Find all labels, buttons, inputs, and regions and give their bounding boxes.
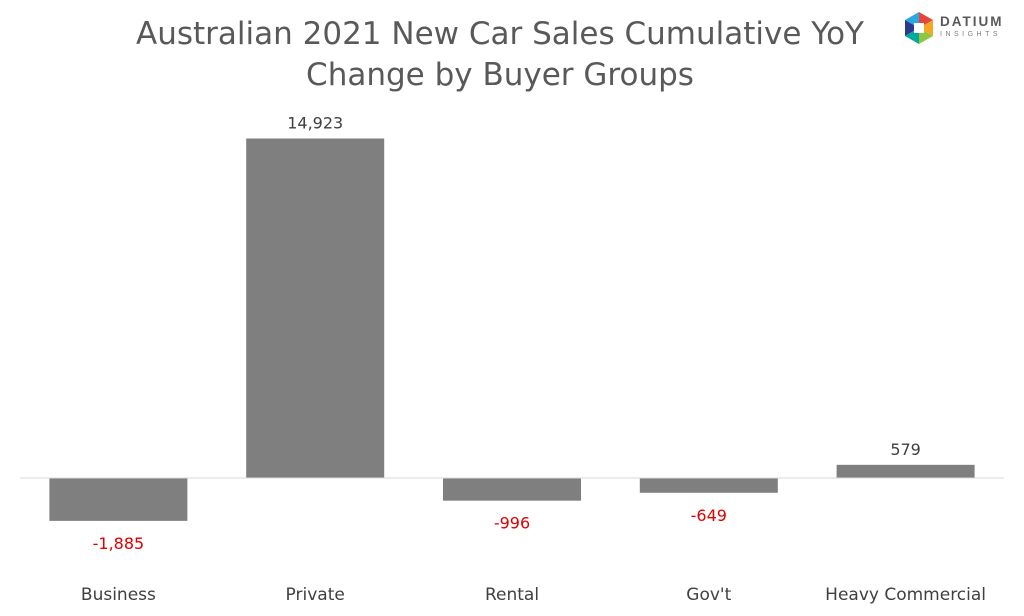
chart-title-line-1: Australian 2021 New Car Sales Cumulative… xyxy=(136,16,864,52)
bar-gov-t xyxy=(639,478,778,493)
category-label-heavy-commercial: Heavy Commercial xyxy=(825,585,986,605)
logo-facet-navy xyxy=(905,20,919,36)
data-label-heavy-commercial: 579 xyxy=(890,440,921,459)
data-labels-group: -1,885 14,923 -996 -649 579 xyxy=(93,114,921,553)
category-label-business: Business xyxy=(81,585,156,605)
datium-logo-mark-icon xyxy=(905,12,933,44)
chart-title: Australian 2021 New Car Sales Cumulative… xyxy=(90,14,910,96)
data-label-rental: -996 xyxy=(494,514,530,533)
category-label-rental: Rental xyxy=(485,585,539,605)
category-label-gov-t: Gov't xyxy=(686,585,731,605)
logo-center xyxy=(914,23,924,33)
data-label-private: 14,923 xyxy=(287,114,343,133)
logo-name: DATIUM xyxy=(940,14,1004,29)
chart-title-line-2: Change by Buyer Groups xyxy=(306,57,694,93)
bar-heavy-commercial xyxy=(836,464,975,478)
bar-private xyxy=(246,138,385,478)
category-labels-group: Business Private Rental Gov't Heavy Commerci… xyxy=(81,585,986,605)
logo-subtitle: INSIGHTS xyxy=(940,31,1002,38)
bar-business xyxy=(49,478,188,521)
data-label-business: -1,885 xyxy=(93,534,145,553)
category-label-private: Private xyxy=(286,585,345,605)
bars-group xyxy=(49,138,975,521)
data-label-gov-t: -649 xyxy=(691,506,727,525)
datium-insights-logo: DATIUM INSIGHTS xyxy=(902,10,1020,56)
logo-facet-orange xyxy=(919,20,933,36)
bar-rental xyxy=(443,478,581,501)
